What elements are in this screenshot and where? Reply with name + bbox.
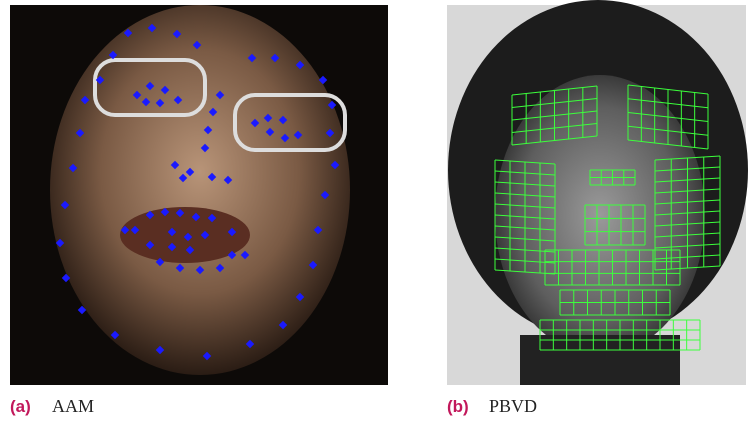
panel-b-image [447, 0, 748, 385]
panel-caption: AAM [52, 396, 94, 416]
panel-a-image [10, 5, 388, 385]
figure: (a) AAM (b) PBVD [0, 0, 756, 423]
page: (a) AAM (b) PBVD (() => { const data = J… [0, 0, 756, 423]
panel-label: (a) [10, 397, 31, 416]
panel-label: (b) [447, 397, 469, 416]
face [50, 5, 350, 375]
panel-caption: PBVD [489, 396, 537, 416]
neck [520, 335, 680, 385]
